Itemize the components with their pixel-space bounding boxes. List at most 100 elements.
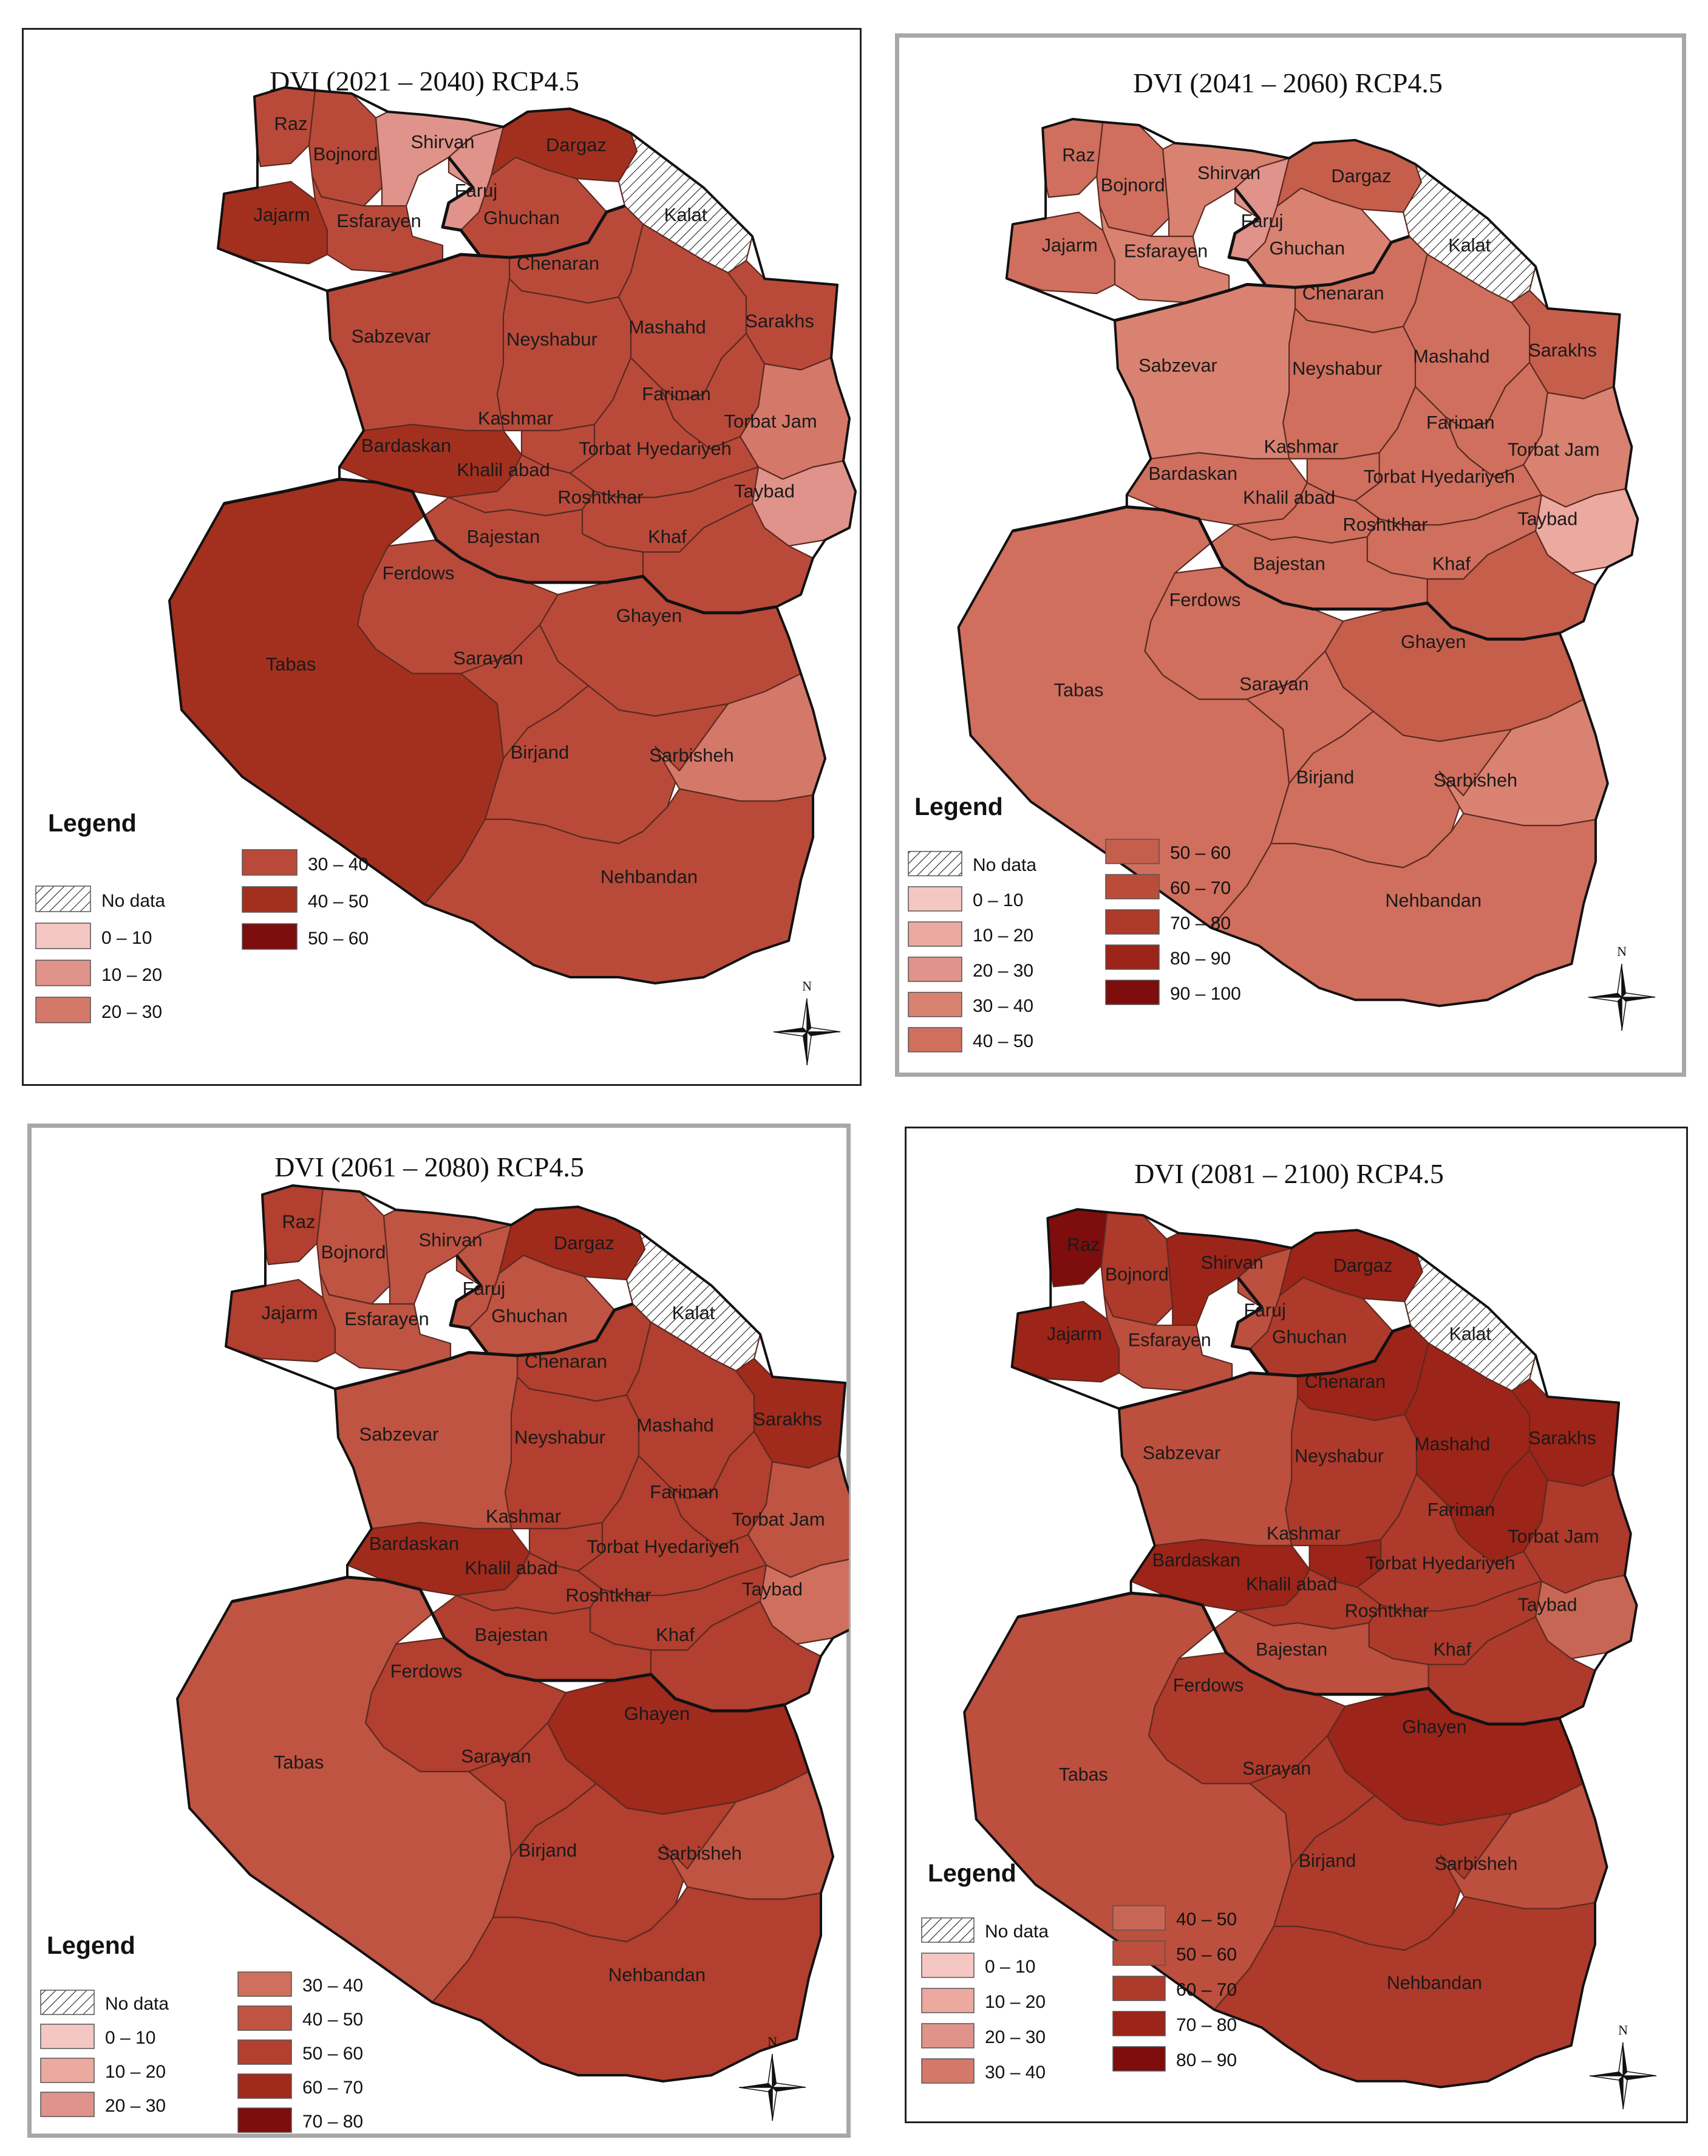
legend-swatch [1105, 874, 1160, 899]
region-label-mashahd: Mashahd [1414, 1434, 1490, 1455]
region-label-sarbisheh: Sarbisheh [1434, 769, 1517, 791]
region-label-mashahd: Mashahd [1413, 346, 1489, 367]
legend-swatch-no-data [35, 885, 91, 912]
legend-swatch [908, 957, 962, 982]
map-title: DVI (2081 – 2100) RCP4.5 [1134, 1158, 1444, 1189]
region-label-dargaz: Dargaz [554, 1232, 614, 1254]
region-label-kashmar: Kashmar [486, 1506, 561, 1527]
region-label-roshtkhar: Roshtkhar [557, 486, 643, 508]
legend-swatch-no-data [40, 1990, 95, 2015]
region-label-roshtkhar: Roshtkhar [565, 1585, 651, 1606]
region-label-shirvan: Shirvan [1197, 162, 1261, 183]
legend-label-no-data: No data [101, 891, 165, 911]
legend-label-no-data: No data [973, 855, 1036, 875]
legend-swatch [40, 2024, 95, 2049]
region-label-sabzevar: Sabzevar [359, 1424, 439, 1445]
legend-swatch-no-data [921, 1917, 975, 1943]
legend-label: 0 – 10 [105, 2028, 155, 2048]
legend-swatch [242, 923, 298, 950]
region-label-shirvan: Shirvan [418, 1229, 482, 1250]
region-label-bardaskan: Bardaskan [361, 435, 451, 456]
legend-swatch [237, 2005, 292, 2031]
region-label-shirvan: Shirvan [1201, 1252, 1264, 1273]
region-label-ghayen: Ghayen [1401, 631, 1466, 652]
region-label-faruj: Faruj [463, 1278, 506, 1299]
region-label-dargaz: Dargaz [1331, 165, 1391, 186]
legend-label: 90 – 100 [1170, 984, 1241, 1004]
region-label-esfarayen: Esfarayen [336, 210, 421, 231]
legend-swatch [1112, 1905, 1166, 1931]
legend-title: Legend [928, 1859, 1016, 1887]
region-label-fariman: Fariman [1426, 412, 1495, 433]
legend-swatch [40, 2058, 95, 2083]
region-label-birjand: Birjand [519, 1840, 577, 1861]
region-label-tabas: Tabas [1054, 679, 1104, 700]
region-label-ghayen: Ghayen [1402, 1717, 1466, 1738]
region-label-taybad: Taybad [1517, 508, 1577, 529]
north-label: N [767, 2034, 777, 2049]
region-label-raz: Raz [1062, 144, 1095, 165]
north-label: N [802, 978, 812, 994]
region-label-jajarm: Jajarm [1047, 1324, 1102, 1345]
legend-label: 50 – 60 [1176, 1945, 1237, 1965]
region-label-khaf: Khaf [1432, 553, 1471, 575]
region-label-kalat: Kalat [672, 1302, 715, 1323]
region-label-sarakhs: Sarakhs [1528, 339, 1597, 361]
region-label-dargaz: Dargaz [546, 134, 607, 155]
region-label-sarbisheh: Sarbisheh [649, 745, 734, 766]
legend-swatch [35, 923, 91, 949]
legend-swatch [1112, 2011, 1166, 2036]
legend-label: 0 – 10 [985, 1957, 1035, 1977]
legend-swatch [40, 2092, 95, 2117]
region-label-bajestan: Bajestan [1253, 553, 1325, 575]
legend-label: 40 – 50 [308, 892, 369, 912]
region-label-bojnord: Bojnord [313, 143, 378, 165]
north-arrow-icon: N [773, 978, 841, 1066]
region-label-nehbandan: Nehbandan [1387, 1973, 1482, 1993]
region-label-chenaran: Chenaran [1305, 1371, 1386, 1392]
province-border [1012, 505, 1560, 641]
legend-label: 70 – 80 [1176, 2015, 1237, 2035]
region-label-faruj: Faruj [455, 180, 498, 201]
province-border [441, 156, 480, 256]
legend-label: 50 – 60 [1170, 843, 1231, 863]
region-label-kashmar: Kashmar [1264, 436, 1339, 457]
region-label-khaf: Khaf [648, 526, 687, 547]
map-panel-2021-2040: DVI (2021 – 2040) RCP4.5 Raz Bojnord Shirva… [22, 28, 862, 1086]
north-label: N [1618, 2022, 1628, 2038]
region-label-fariman: Fariman [1427, 1499, 1495, 1520]
region-label-ferdows: Ferdows [1169, 589, 1241, 610]
legend-swatch [921, 1988, 975, 2013]
region-label-ghuchan: Ghuchan [1270, 237, 1346, 259]
region-label-ferdows: Ferdows [1173, 1675, 1244, 1696]
legend-swatch [1105, 980, 1160, 1005]
legend-swatch [908, 992, 962, 1017]
legend-label: 40 – 50 [302, 2010, 363, 2030]
legend-swatch [921, 1953, 975, 1978]
region-label-fariman: Fariman [650, 1481, 719, 1503]
region-label-bojnord: Bojnord [1101, 174, 1165, 196]
region-label-nehbandan: Nehbandan [1385, 890, 1482, 911]
legend-label: 20 – 30 [101, 1002, 162, 1022]
region-label-chenaran: Chenaran [517, 253, 599, 274]
legend-swatch [1105, 909, 1160, 935]
region-label-roshtkhar: Roshtkhar [1345, 1600, 1429, 1621]
region-label-khalilabad: Khalil abad [1243, 487, 1335, 508]
region-label-mashahd: Mashahd [636, 1414, 714, 1436]
region-label-tabas: Tabas [274, 1752, 324, 1773]
legend-label: 30 – 40 [308, 855, 369, 875]
region-label-ghayen: Ghayen [616, 605, 682, 626]
legend-swatch [1112, 1940, 1166, 1966]
region-label-taybad: Taybad [1518, 1595, 1577, 1615]
region-label-bojnord: Bojnord [1105, 1264, 1169, 1285]
region-label-nehbandan: Nehbandan [601, 866, 698, 887]
region-label-ferdows: Ferdows [383, 562, 455, 584]
legend-label-no-data: No data [105, 1994, 169, 2014]
legend-swatch [908, 921, 962, 947]
region-label-sarayan: Sarayan [1242, 1758, 1311, 1779]
region-label-raz: Raz [1067, 1235, 1100, 1255]
region-label-chenaran: Chenaran [525, 1351, 607, 1372]
